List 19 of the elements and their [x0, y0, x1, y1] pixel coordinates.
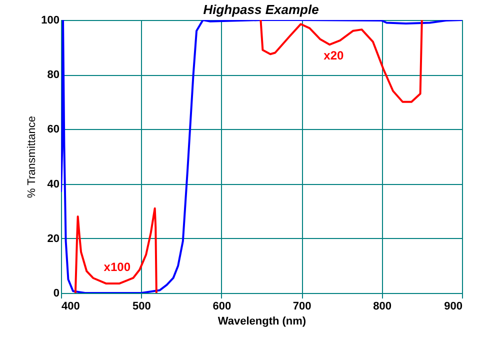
- annotation: x20: [324, 48, 344, 62]
- y-tick-label: 0: [53, 288, 60, 300]
- y-tick-label: 40: [47, 178, 60, 190]
- x-tick-label: 500: [132, 300, 151, 312]
- line-series: [260, 20, 423, 103]
- y-tick-label: 80: [47, 69, 60, 82]
- x-tick-label: 400: [62, 300, 80, 312]
- x-tick-label: 900: [444, 300, 462, 312]
- x-tick-label: 800: [373, 300, 392, 312]
- x-tick-label: 600: [212, 300, 232, 312]
- annotation: x100: [104, 260, 131, 274]
- y-axis-title: % Transmittance: [26, 116, 38, 198]
- y-tick-label: 60: [47, 124, 60, 136]
- chart-title: Highpass Example: [203, 2, 319, 17]
- y-tick-label: 100: [41, 14, 60, 26]
- x-tick-label: 700: [292, 300, 312, 312]
- x-axis-title: Wavelength (nm): [218, 316, 306, 328]
- line-series: [74, 207, 158, 293]
- y-tick-label: 20: [47, 232, 60, 245]
